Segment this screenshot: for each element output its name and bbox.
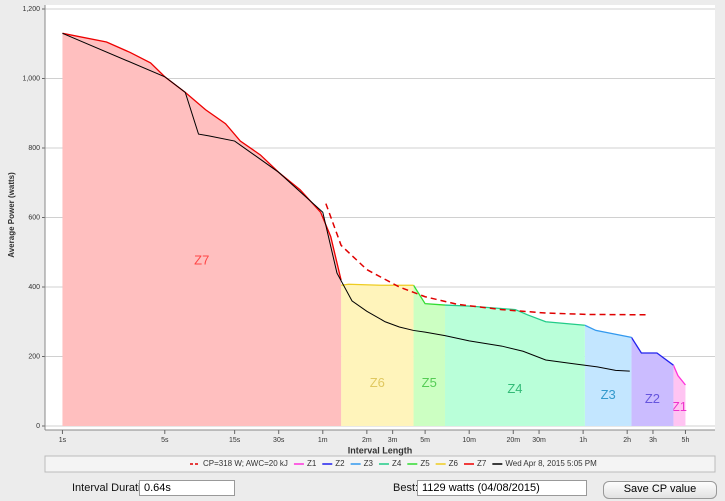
x-tick-label: 3h: [649, 437, 657, 444]
interval-duration-label: Interval Duration:: [72, 482, 156, 494]
zone-line: [630, 337, 674, 366]
x-tick-label: 2h: [623, 437, 631, 444]
zone-label: Z1: [672, 399, 687, 414]
best-label: Best:: [393, 482, 419, 494]
legend-label: Z3: [364, 459, 374, 468]
x-tick-label: 3m: [388, 437, 398, 444]
zone-area: [413, 285, 445, 426]
chart: Average Power (watts) Interval Length 0 2…: [7, 5, 716, 473]
legend-label: Z4: [392, 459, 402, 468]
zone-area: [584, 325, 632, 426]
zone-label: Z4: [507, 381, 522, 396]
legend-label: Z2: [335, 459, 345, 468]
y-axis-label: Average Power (watts): [7, 172, 16, 258]
y-tick-label: 200: [28, 353, 40, 360]
zone-line: [584, 324, 632, 339]
x-tick-label: 15s: [229, 437, 241, 444]
x-tick-label: 2m: [362, 437, 372, 444]
zone-label: Z3: [601, 387, 616, 402]
x-tick-label: 5m: [420, 437, 430, 444]
x-tick-label: 1m: [318, 437, 328, 444]
zone-area: [62, 33, 342, 426]
x-tick-label: 30m: [532, 437, 546, 444]
curve: [325, 203, 649, 316]
zone-area: [673, 365, 686, 426]
zone-label: Z7: [194, 253, 209, 268]
y-tick-label: 600: [28, 214, 40, 221]
x-tick-label: 5s: [161, 437, 169, 444]
curve: [62, 32, 630, 372]
best-input[interactable]: 1129 watts (04/08/2015): [417, 480, 587, 496]
save-cp-button[interactable]: Save CP value: [603, 481, 717, 499]
y-tick-label: 1,200: [22, 6, 40, 13]
y-tick-label: 0: [36, 423, 40, 430]
legend-label: CP=318 W; AWC=20 kJ: [203, 459, 288, 468]
x-tick-label: 5h: [682, 437, 690, 444]
y-tick-label: 1,000: [22, 75, 40, 82]
y-tick-label: 400: [28, 284, 40, 291]
zone-line: [672, 364, 686, 386]
zone-line: [444, 304, 585, 326]
interval-duration-input[interactable]: 0.64s: [139, 480, 235, 496]
legend-label: Z6: [449, 459, 459, 468]
zone-label: Z2: [645, 391, 660, 406]
y-tick-label: 800: [28, 145, 40, 152]
x-tick-label: 10m: [462, 437, 476, 444]
x-tick-label: 1h: [579, 437, 587, 444]
x-tick-label: 20m: [506, 437, 520, 444]
zone-line: [412, 284, 446, 306]
legend-label: Z1: [307, 459, 317, 468]
zone-label: Z5: [422, 375, 437, 390]
x-tick-label: 1s: [59, 437, 67, 444]
legend-label: Z7: [477, 459, 487, 468]
zone-area: [444, 305, 585, 426]
zone-label: Z6: [370, 375, 385, 390]
x-tick-label: 30s: [273, 437, 285, 444]
x-axis-label: Interval Length: [348, 445, 413, 455]
zone-area: [631, 337, 674, 426]
legend-label: Z5: [420, 459, 430, 468]
legend-label: Wed Apr 8, 2015 5:05 PM: [505, 459, 597, 468]
zone-area: [341, 284, 414, 426]
